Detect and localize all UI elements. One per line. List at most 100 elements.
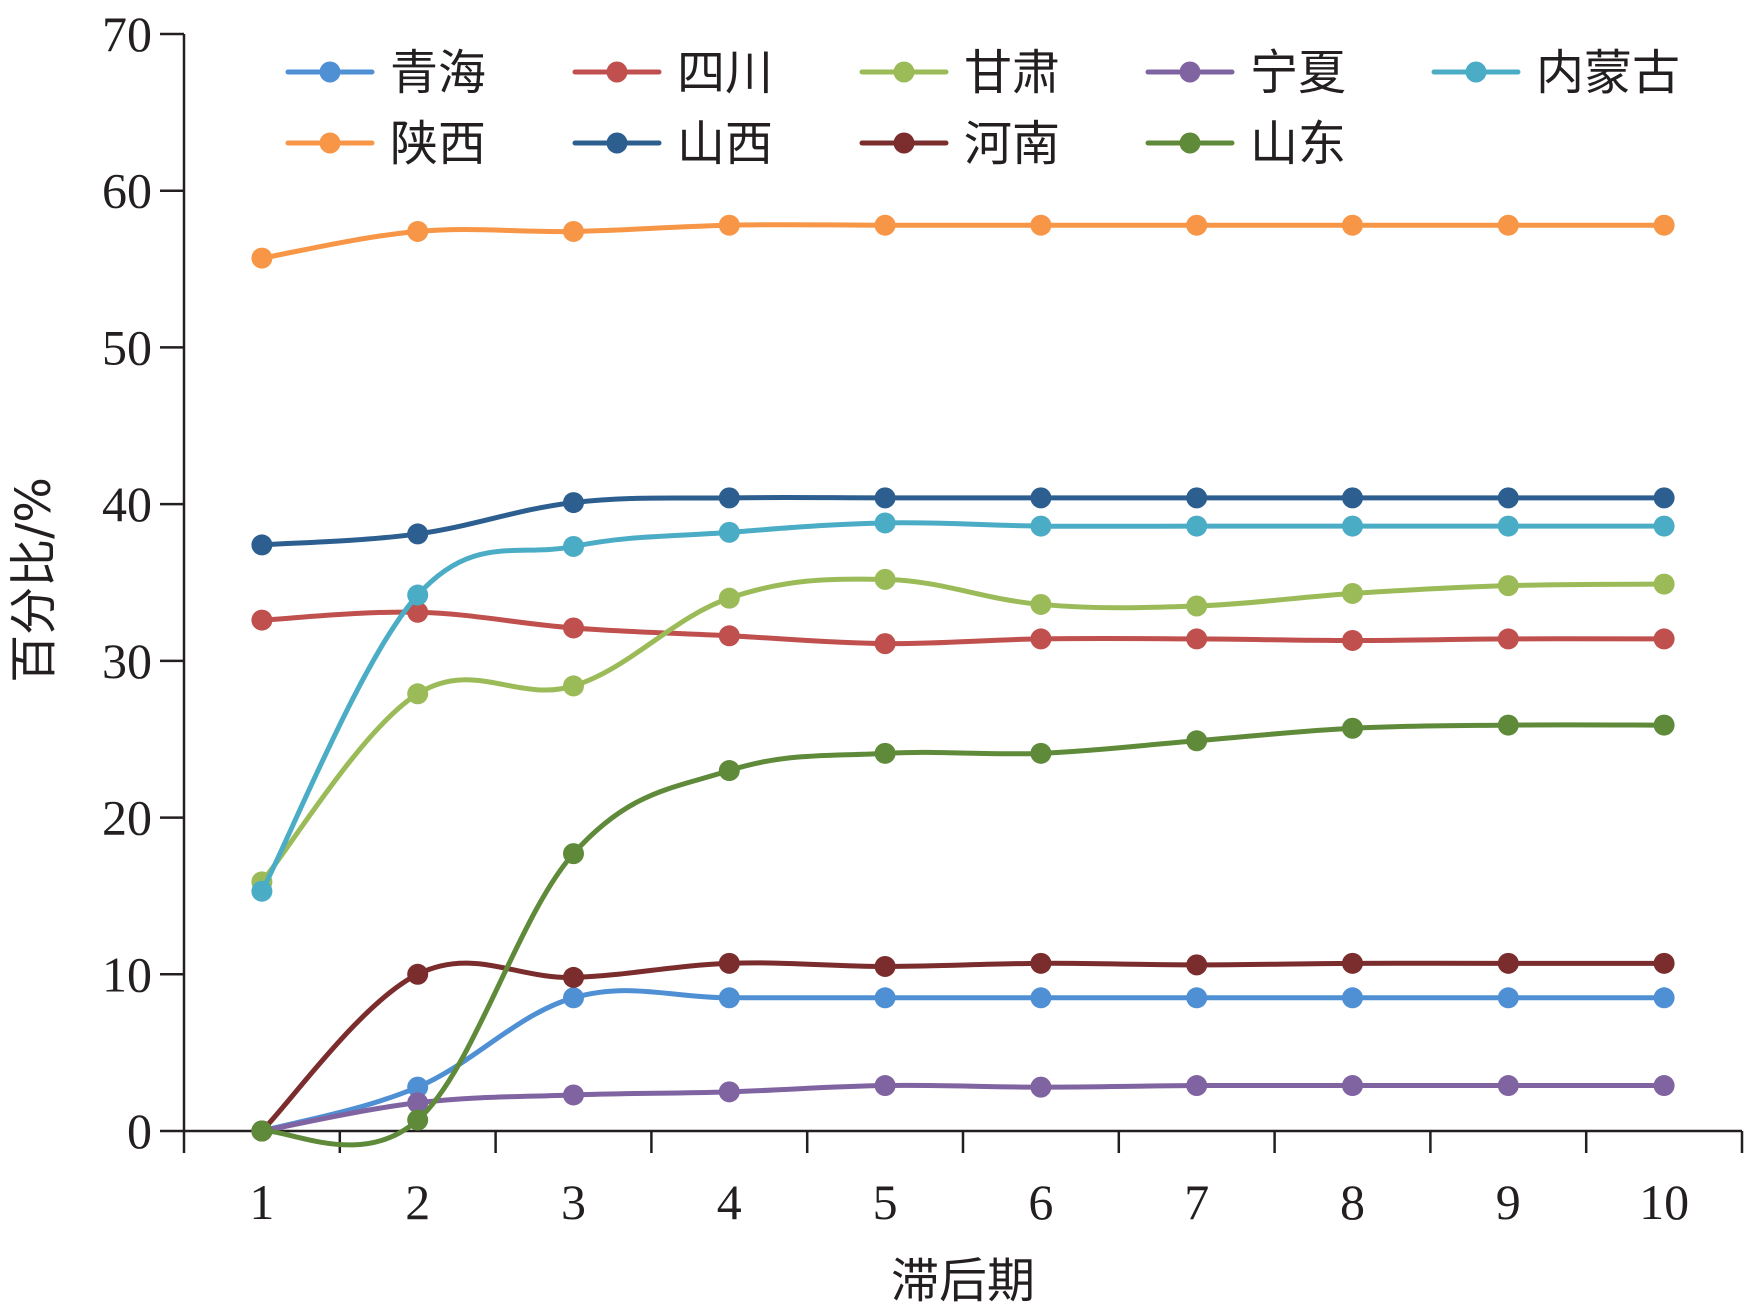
data-point [718, 625, 740, 647]
data-point [1186, 730, 1208, 752]
legend-item: 宁夏 [1145, 45, 1346, 101]
data-point [718, 587, 740, 609]
legend-item: 山东 [1145, 116, 1346, 172]
legend-swatch-marker [1465, 61, 1487, 83]
data-point [1653, 515, 1675, 537]
series-甘肃 [251, 568, 1675, 893]
data-point [1030, 214, 1052, 236]
legend-swatch-marker [1179, 61, 1201, 83]
series-line [259, 520, 1667, 894]
data-point [407, 683, 429, 705]
data-point [563, 220, 584, 242]
data-point [563, 843, 584, 865]
legend-item: 甘肃 [859, 45, 1060, 101]
legend-swatch-marker [319, 132, 341, 154]
data-point [1497, 515, 1519, 537]
data-point [251, 1120, 273, 1142]
data-point [1497, 214, 1519, 236]
data-point [1186, 1075, 1208, 1097]
data-point [563, 617, 584, 639]
data-point [407, 601, 429, 623]
data-point [1653, 952, 1675, 974]
data-point [1186, 628, 1208, 650]
y-tick-label: 70 [102, 6, 152, 62]
series-内蒙古 [251, 512, 1675, 902]
y-axis-title: 百分比/% [6, 477, 62, 683]
series-陕西 [251, 214, 1675, 269]
data-point [1342, 952, 1363, 974]
data-point [874, 214, 896, 236]
legend-item: 青海 [285, 45, 486, 101]
legend-label: 甘肃 [964, 45, 1060, 101]
x-tick-label: 6 [1028, 1174, 1053, 1230]
data-point [407, 523, 429, 545]
legend-item: 内蒙古 [1431, 45, 1680, 101]
data-point [251, 609, 273, 631]
data-point [1497, 714, 1519, 736]
data-point [1653, 487, 1675, 509]
data-point [407, 1092, 429, 1114]
legend-label: 宁夏 [1250, 45, 1346, 101]
data-point [251, 880, 273, 902]
data-point [874, 1075, 896, 1097]
legend-label: 山东 [1250, 116, 1346, 172]
legend-label: 内蒙古 [1536, 45, 1680, 101]
data-point [874, 512, 896, 534]
x-tick-label: 10 [1639, 1174, 1689, 1230]
data-point [1342, 1075, 1363, 1097]
legend-swatch-marker [893, 132, 915, 154]
data-point [1497, 1075, 1519, 1097]
data-point [1653, 573, 1675, 595]
series-山西 [251, 487, 1675, 556]
data-point [1653, 987, 1675, 1009]
legend-item: 四川 [572, 45, 773, 101]
data-point [1497, 628, 1519, 650]
data-point [1186, 987, 1208, 1009]
data-point [874, 487, 896, 509]
data-point [407, 584, 429, 606]
data-point [1030, 628, 1052, 650]
series-line [259, 609, 1667, 647]
series-line [259, 960, 1667, 1134]
data-point [1653, 1075, 1675, 1097]
y-tick-label: 20 [102, 790, 152, 846]
x-tick-label: 7 [1184, 1174, 1209, 1230]
data-point [407, 1076, 429, 1098]
legend-swatch-marker [606, 61, 628, 83]
data-point [718, 487, 740, 509]
data-point [1186, 595, 1208, 617]
legend-swatch-marker [893, 61, 915, 83]
series-line [259, 722, 1667, 1148]
x-tick-label: 2 [405, 1174, 430, 1230]
data-point [718, 1081, 740, 1103]
y-tick-label: 60 [102, 163, 152, 219]
data-point [1653, 714, 1675, 736]
data-point [563, 987, 584, 1009]
data-point [1342, 987, 1363, 1009]
data-point [563, 966, 584, 988]
x-axis-title: 滞后期 [891, 1253, 1035, 1307]
data-point [251, 534, 273, 556]
data-point [563, 535, 584, 557]
data-point [1497, 575, 1519, 597]
y-tick-label: 40 [102, 476, 152, 532]
series-line [259, 988, 1667, 1134]
data-point [1342, 629, 1363, 651]
y-tick-label: 50 [102, 319, 152, 375]
data-point [718, 760, 740, 782]
x-tick-label: 4 [717, 1174, 742, 1230]
data-point [1342, 487, 1363, 509]
data-point [718, 521, 740, 543]
x-tick-label: 9 [1496, 1174, 1521, 1230]
data-point [874, 987, 896, 1009]
data-point [874, 633, 896, 655]
legend-label: 陕西 [390, 116, 486, 172]
data-point [407, 220, 429, 242]
series-青海 [251, 987, 1675, 1142]
data-point [1030, 593, 1052, 615]
series-line [259, 222, 1667, 261]
data-point [1030, 742, 1052, 764]
x-tick-label: 5 [873, 1174, 898, 1230]
